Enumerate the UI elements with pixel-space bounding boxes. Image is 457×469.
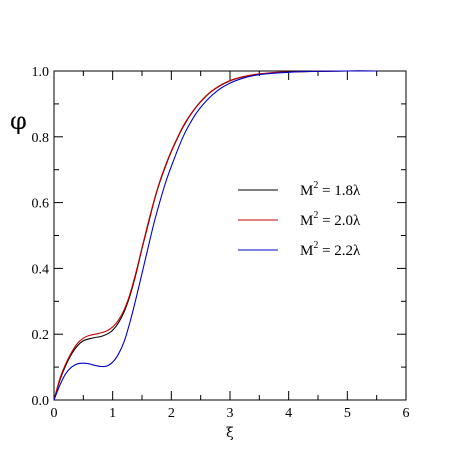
y-tick-label: 0.0 [32,394,50,409]
x-tick-label: 6 [403,406,410,421]
y-tick-labels: 0.0 0.2 0.4 0.6 0.8 1.0 [32,65,50,409]
y-tick-label: 0.4 [32,262,50,277]
x-tick-label: 5 [344,406,351,421]
y-tick-label: 1.0 [32,65,50,80]
x-axis-label: ξ [226,425,234,441]
x-tick-labels: 0 1 2 3 4 5 6 [51,406,410,421]
legend-label-3: M2 = 2.2λ [300,240,361,259]
x-tick-label: 0 [51,406,58,421]
plot-frame [53,70,407,401]
y-tick-label: 0.2 [32,328,50,343]
y-tick-label: 0.8 [32,131,50,146]
y-tick-label: 0.6 [32,197,50,212]
series-line-3 [53,70,377,401]
series-line-2 [53,70,377,401]
series-line-1 [53,70,377,401]
legend-label-1: M2 = 1.8λ [300,180,361,199]
legend: M2 = 1.8λ M2 = 2.0λ M2 = 2.2λ [238,180,361,259]
y-axis-label: φ [10,107,27,135]
series-lines [53,70,377,401]
x-tick-label: 4 [285,406,292,421]
axis-ticks [53,70,407,401]
x-tick-label: 2 [168,406,175,421]
x-tick-label: 3 [227,406,234,421]
x-tick-label: 1 [109,406,116,421]
legend-label-2: M2 = 2.0λ [300,210,361,229]
